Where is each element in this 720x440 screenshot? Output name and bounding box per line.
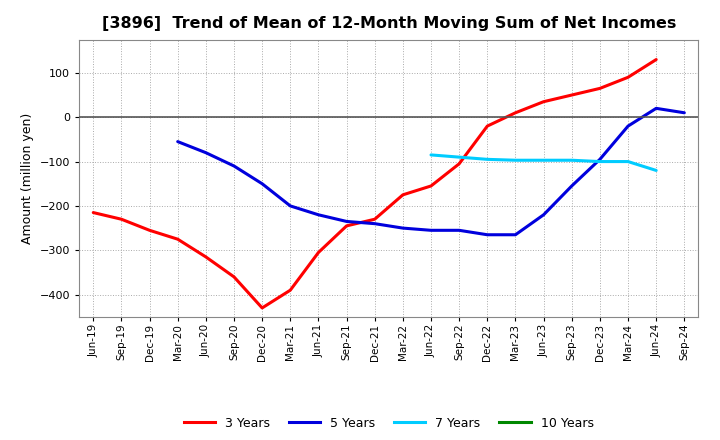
7 Years — [511, 158, 520, 163]
5 Years — [511, 232, 520, 238]
5 Years — [399, 225, 408, 231]
3 Years — [202, 254, 210, 260]
5 Years — [286, 203, 294, 209]
3 Years — [399, 192, 408, 198]
3 Years — [145, 227, 154, 233]
3 Years — [342, 223, 351, 228]
7 Years — [455, 154, 464, 160]
7 Years — [539, 158, 548, 163]
Line: 5 Years: 5 Years — [178, 108, 684, 235]
5 Years — [174, 139, 182, 144]
5 Years — [230, 163, 238, 169]
Legend: 3 Years, 5 Years, 7 Years, 10 Years: 3 Years, 5 Years, 7 Years, 10 Years — [179, 412, 598, 435]
7 Years — [624, 159, 632, 164]
5 Years — [624, 124, 632, 129]
Line: 7 Years: 7 Years — [431, 155, 656, 170]
Y-axis label: Amount (million yen): Amount (million yen) — [21, 113, 34, 244]
7 Years — [483, 157, 492, 162]
3 Years — [174, 237, 182, 242]
5 Years — [680, 110, 688, 115]
3 Years — [370, 216, 379, 222]
5 Years — [314, 212, 323, 217]
3 Years — [652, 57, 660, 62]
3 Years — [286, 288, 294, 293]
5 Years — [202, 150, 210, 155]
5 Years — [342, 219, 351, 224]
3 Years — [539, 99, 548, 104]
5 Years — [483, 232, 492, 238]
5 Years — [370, 221, 379, 226]
3 Years — [483, 124, 492, 129]
7 Years — [595, 159, 604, 164]
5 Years — [455, 227, 464, 233]
3 Years — [511, 110, 520, 115]
3 Years — [567, 92, 576, 98]
3 Years — [89, 210, 98, 215]
5 Years — [652, 106, 660, 111]
7 Years — [567, 158, 576, 163]
5 Years — [595, 157, 604, 162]
3 Years — [117, 216, 126, 222]
5 Years — [427, 227, 436, 233]
5 Years — [258, 181, 266, 187]
Title: [3896]  Trend of Mean of 12-Month Moving Sum of Net Incomes: [3896] Trend of Mean of 12-Month Moving … — [102, 16, 676, 32]
3 Years — [230, 274, 238, 279]
5 Years — [567, 183, 576, 189]
3 Years — [455, 161, 464, 166]
7 Years — [427, 152, 436, 158]
3 Years — [624, 75, 632, 80]
3 Years — [427, 183, 436, 189]
3 Years — [258, 305, 266, 311]
7 Years — [652, 168, 660, 173]
3 Years — [595, 86, 604, 91]
Line: 3 Years: 3 Years — [94, 59, 656, 308]
3 Years — [314, 250, 323, 255]
5 Years — [539, 212, 548, 217]
